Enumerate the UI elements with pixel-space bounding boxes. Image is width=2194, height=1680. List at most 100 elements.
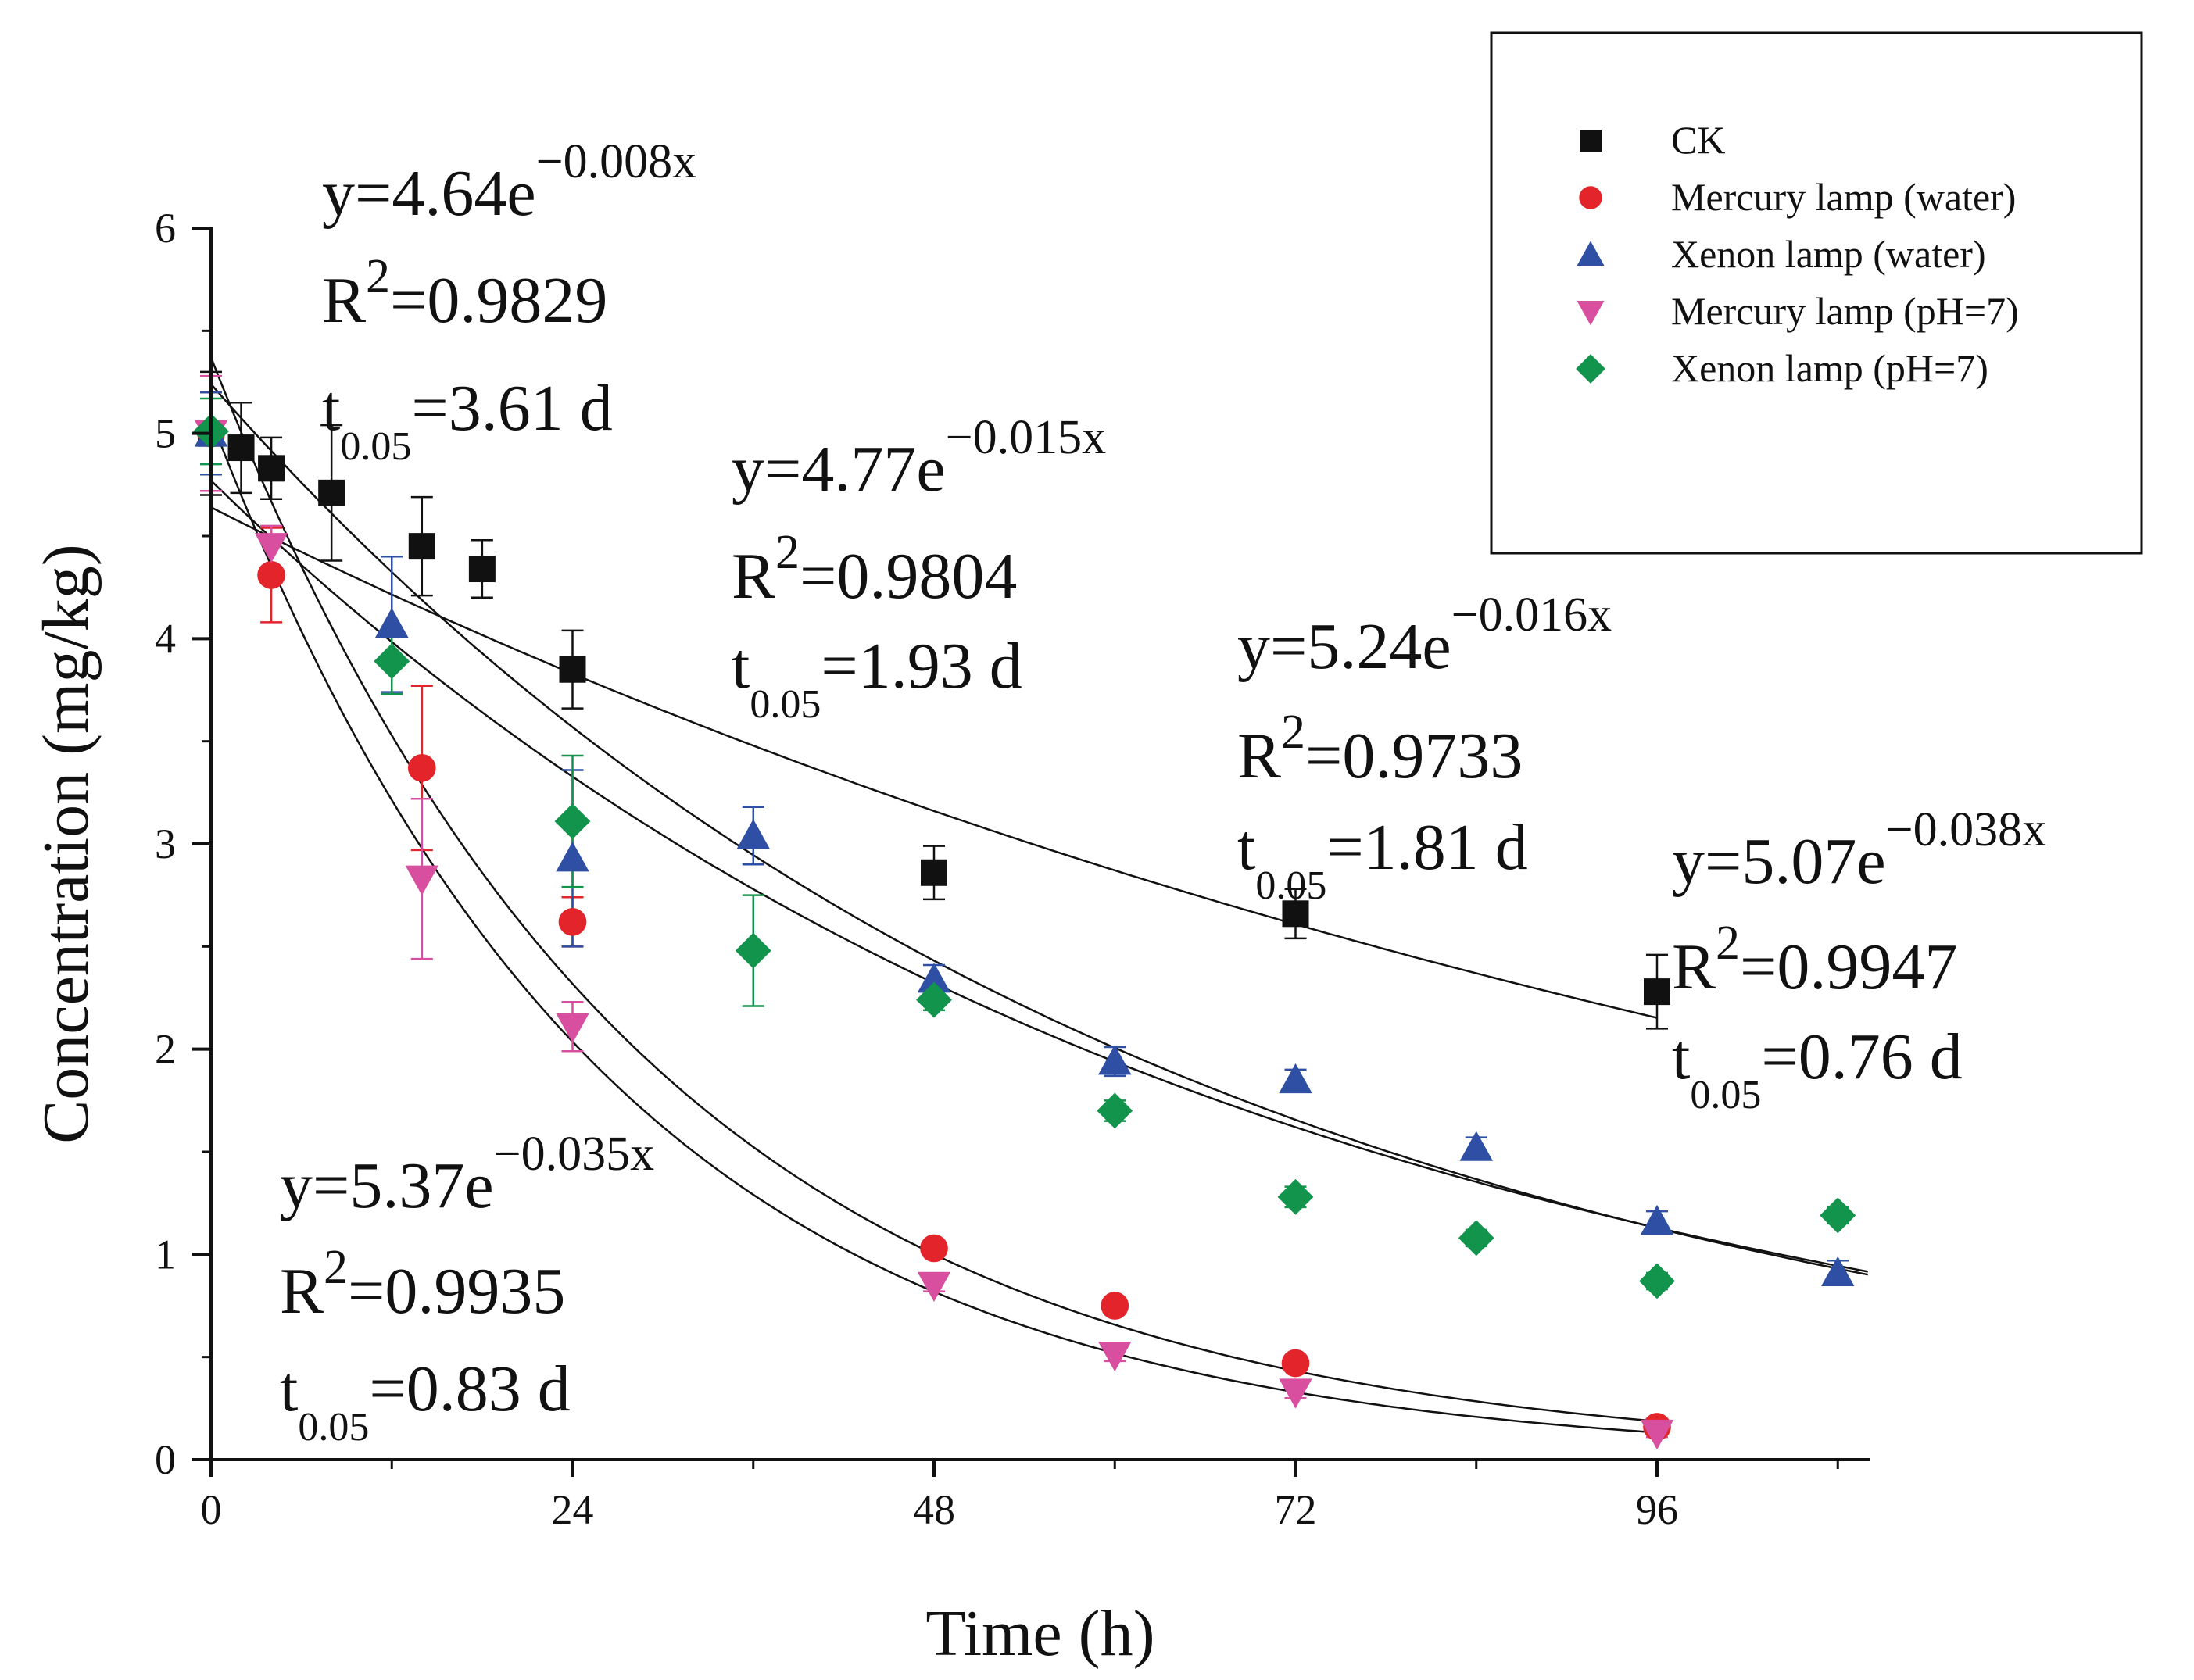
half-life-symbol: t [732, 630, 750, 702]
data-point [1281, 1349, 1310, 1378]
r-squared-text: R2=0.9829 [322, 250, 607, 337]
half-life-text: t0.05=0.76 d [1672, 1021, 1963, 1117]
equation-exponent: −0.035x [494, 1128, 654, 1181]
half-life-subscript: 0.05 [298, 1405, 369, 1449]
r-squared-value: =0.9829 [390, 264, 607, 337]
data-point [405, 865, 439, 895]
data-point [916, 981, 952, 1018]
data-point [257, 561, 285, 589]
data-point [1459, 1131, 1493, 1161]
y-tick-label: 3 [155, 820, 176, 867]
r-squared-superscript: 2 [366, 250, 390, 303]
r-squared-text: R2=0.9804 [732, 526, 1017, 613]
equation-text: y=5.37e−0.035x [280, 1128, 654, 1222]
data-point [468, 556, 496, 583]
equation-exponent: −0.015x [946, 411, 1106, 464]
legend-marker [1579, 186, 1602, 209]
half-life-value: =3.61 d [411, 372, 612, 445]
data-point [254, 533, 288, 563]
data-point [408, 533, 435, 560]
r-squared-symbol: R [1237, 720, 1281, 792]
half-life-value: =0.76 d [1761, 1021, 1962, 1093]
y-tick-label: 5 [155, 410, 176, 457]
data-point [735, 932, 771, 969]
data-point [554, 803, 591, 840]
y-tick-label: 4 [155, 615, 176, 662]
r-squared-symbol: R [732, 540, 775, 613]
legend-label: Mercury lamp (water) [1671, 175, 2016, 219]
legend-label: Xenon lamp (water) [1671, 232, 1986, 276]
equation-prefix: y=5.07e [1672, 825, 1886, 898]
data-point [1639, 1263, 1675, 1299]
data-point [1640, 1205, 1674, 1235]
r-squared-superscript: 2 [1281, 706, 1305, 759]
x-tick-label: 0 [201, 1486, 222, 1533]
equation-prefix: y=5.24e [1237, 610, 1451, 683]
r-squared-value: =0.9733 [1305, 720, 1523, 792]
equation-text: y=4.64e−0.008x [322, 135, 696, 230]
r-squared-symbol: R [1672, 931, 1716, 1003]
data-point [558, 907, 587, 936]
data-point [1098, 1342, 1132, 1372]
half-life-text: t0.05=1.81 d [1237, 811, 1528, 908]
r-squared-text: R2=0.9947 [1672, 917, 1957, 1003]
data-point [258, 455, 285, 482]
legend-label: CK [1671, 118, 1725, 162]
tick-marks: 0 24 48 72 96 0 1 2 3 4 5 6 [155, 205, 1839, 1533]
legend-marker [1580, 130, 1602, 152]
data-point [921, 859, 947, 886]
x-tick-label: 72 [1275, 1486, 1317, 1533]
r-squared-value: =0.9947 [1740, 931, 1957, 1003]
equation-exponent: −0.016x [1451, 588, 1612, 642]
half-life-symbol: t [1672, 1021, 1690, 1093]
data-point [375, 607, 409, 638]
equation-prefix: y=4.77e [732, 433, 946, 506]
data-point [1277, 1178, 1314, 1215]
half-life-text: t0.05=3.61 d [322, 372, 613, 469]
r-squared-text: R2=0.9733 [1237, 706, 1523, 792]
x-tick-label: 96 [1636, 1486, 1678, 1533]
half-life-text: t0.05=0.83 d [280, 1353, 571, 1449]
half-life-symbol: t [322, 372, 340, 445]
legend-label: Xenon lamp (pH=7) [1671, 346, 1988, 390]
y-tick-label: 1 [155, 1231, 176, 1278]
data-point [1640, 1419, 1674, 1450]
data-point [559, 656, 586, 683]
data-point [920, 1234, 948, 1263]
r-squared-symbol: R [322, 264, 366, 337]
y-axis-title: Concentration (mg/kg) [30, 544, 102, 1143]
legend-marker [1577, 241, 1605, 266]
data-point [407, 753, 436, 782]
y-tick-label: 6 [155, 205, 176, 252]
r-squared-value: =0.9935 [348, 1255, 565, 1328]
x-tick-label: 24 [552, 1486, 594, 1533]
r-squared-superscript: 2 [775, 526, 800, 579]
half-life-subscript: 0.05 [1255, 863, 1326, 908]
data-point [917, 1271, 951, 1302]
legend: CK Mercury lamp (water) Xenon lamp (water)… [1490, 31, 2143, 555]
r-squared-text: R2=0.9935 [280, 1241, 565, 1328]
data-point [1279, 1063, 1312, 1094]
half-life-text: t0.05=1.93 d [732, 630, 1022, 727]
legend-marker [1576, 354, 1605, 384]
legend-box [1490, 31, 2143, 555]
fit-curve [210, 506, 1658, 1019]
data-point [374, 643, 410, 680]
half-life-symbol: t [1237, 811, 1255, 884]
equation-text: y=5.24e−0.016x [1237, 588, 1612, 683]
data-point [736, 819, 770, 849]
data-point [1097, 1092, 1133, 1129]
half-life-subscript: 0.05 [340, 424, 411, 469]
data-point [917, 963, 951, 993]
equation-exponent: −0.008x [536, 135, 696, 188]
data-point [1820, 1197, 1856, 1234]
half-life-symbol: t [280, 1353, 298, 1425]
half-life-subscript: 0.05 [750, 682, 821, 727]
equation-text: y=4.77e−0.015x [732, 411, 1106, 506]
x-tick-label: 48 [913, 1486, 955, 1533]
half-life-value: =1.93 d [821, 630, 1022, 702]
r-squared-symbol: R [280, 1255, 324, 1328]
